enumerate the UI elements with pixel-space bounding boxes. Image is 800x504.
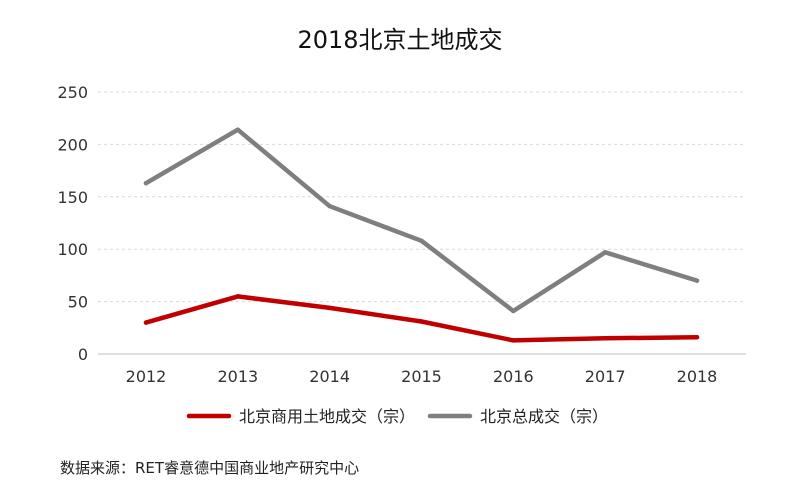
data-point bbox=[419, 238, 424, 244]
data-point bbox=[419, 319, 424, 324]
series-line bbox=[143, 127, 700, 314]
series-0 bbox=[143, 294, 700, 343]
x-tick-label: 2017 bbox=[585, 367, 626, 386]
legend-item: 北京商用土地成交（宗） bbox=[186, 407, 415, 426]
x-tick-label: 2015 bbox=[401, 367, 442, 386]
x-axis: 2012 2013 2014 2015 2016 2017 2018 bbox=[126, 367, 718, 386]
legend-label: 北京商用土地成交（宗） bbox=[239, 407, 415, 426]
source-note: 数据来源：RET睿意德中国商业地产研究中心 bbox=[60, 459, 360, 477]
y-tick-label: 0 bbox=[78, 345, 88, 364]
legend-item: 北京总成交（宗） bbox=[427, 407, 608, 426]
y-tick-label: 100 bbox=[57, 240, 88, 259]
y-axis: 0 50 100 150 200 250 bbox=[57, 83, 88, 364]
series-1 bbox=[143, 127, 700, 314]
y-tick-label: 50 bbox=[68, 293, 88, 312]
series-line bbox=[143, 294, 700, 343]
data-point bbox=[602, 250, 608, 255]
data-point bbox=[602, 336, 608, 341]
series-lines bbox=[143, 127, 700, 343]
data-point bbox=[235, 294, 241, 299]
y-tick-label: 200 bbox=[57, 135, 88, 154]
x-tick-label: 2018 bbox=[677, 367, 718, 386]
data-point bbox=[511, 308, 516, 314]
grid-lines bbox=[98, 91, 746, 355]
y-tick-label: 150 bbox=[57, 188, 88, 207]
x-tick-label: 2012 bbox=[126, 367, 167, 386]
data-point bbox=[327, 204, 332, 209]
chart-title: 2018北京土地成交 bbox=[297, 26, 502, 54]
data-point bbox=[327, 305, 332, 311]
data-point bbox=[143, 320, 149, 325]
y-tick-label: 250 bbox=[57, 83, 88, 102]
x-tick-label: 2014 bbox=[309, 367, 350, 386]
data-point bbox=[694, 278, 700, 283]
x-tick-label: 2016 bbox=[493, 367, 534, 386]
legend-label: 北京总成交（宗） bbox=[480, 407, 608, 426]
x-tick-label: 2013 bbox=[217, 367, 258, 386]
data-point bbox=[143, 180, 149, 186]
data-point bbox=[511, 338, 516, 343]
legend: 北京商用土地成交（宗） 北京总成交（宗） bbox=[186, 407, 608, 426]
data-point bbox=[235, 127, 241, 132]
data-point bbox=[694, 335, 700, 340]
